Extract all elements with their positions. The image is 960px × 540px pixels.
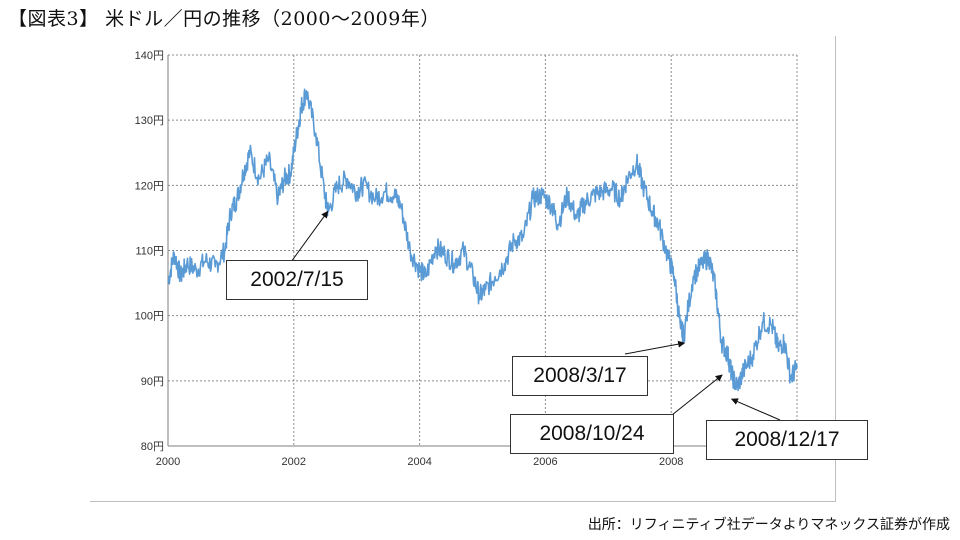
x-tick-label: 2002 [282, 456, 306, 468]
annotation-label-2008-3-17: 2008/3/17 [512, 356, 648, 396]
x-tick-label: 2004 [407, 456, 431, 468]
chart-frame [90, 36, 836, 502]
x-tick-label: 2000 [156, 456, 180, 468]
source-note: 出所：リフィニティブ社データよりマネックス証券が作成 [587, 517, 950, 533]
y-tick-label: 110円 [135, 246, 164, 258]
y-tick-label: 120円 [135, 180, 164, 192]
x-tick-label: 2008 [659, 456, 683, 468]
series-line [167, 88, 798, 392]
x-tick-label: 2006 [533, 456, 557, 468]
annotation-label-2008-10-24: 2008/10/24 [510, 414, 674, 454]
annotation-arrow [290, 210, 329, 263]
annotation-label-2008-12-17: 2008/12/17 [706, 420, 868, 460]
annotation-label-2002-7-15: 2002/7/15 [226, 260, 368, 300]
annotation-arrow [624, 340, 686, 355]
y-tick-label: 130円 [135, 115, 164, 127]
y-tick-label: 140円 [135, 50, 164, 62]
chart-title: 【図表3】 米ドル／円の推移（2000～2009年） [8, 8, 440, 30]
y-tick-label: 80円 [141, 441, 164, 453]
annotation-arrow [730, 398, 781, 421]
y-tick-label: 100円 [135, 311, 164, 323]
y-tick-label: 90円 [141, 376, 164, 388]
annotation-arrow [671, 374, 723, 416]
